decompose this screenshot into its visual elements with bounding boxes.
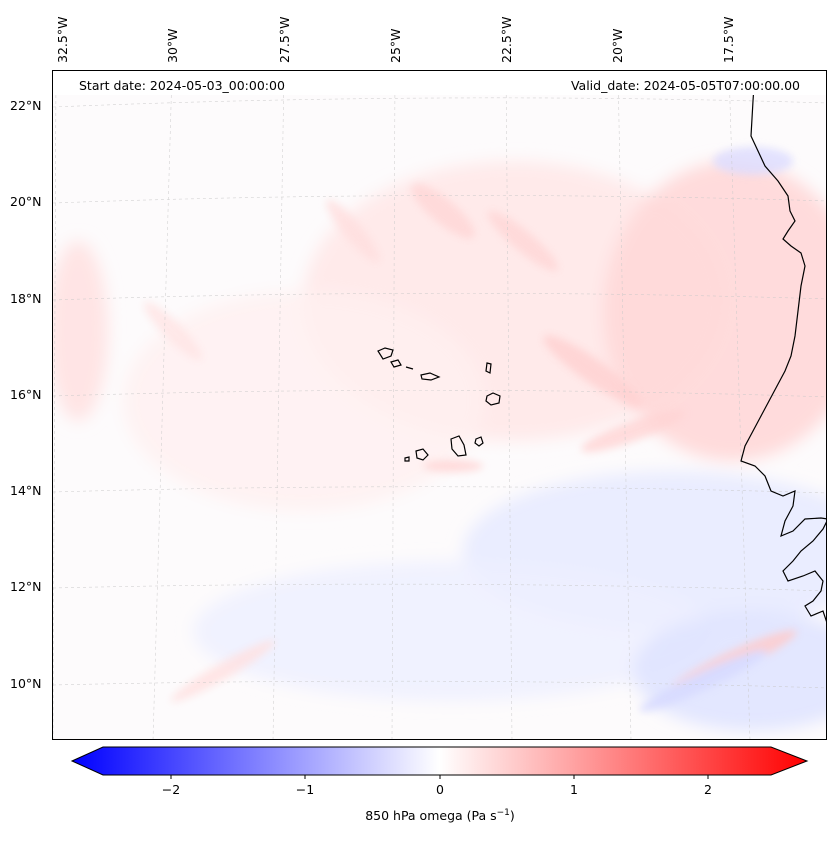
cape-verde-islands [377,347,501,462]
lat-label-14n: 14°N [10,483,42,498]
gridline-lon-27-5w [272,71,285,739]
lon-label-17-5w: 17.5°W [721,16,736,63]
valid-date-text: Valid_date: 2024-05-05T07:00:00.00 [570,78,800,93]
gridline-lat-20n [53,195,826,204]
streak [487,211,559,271]
gridline-lon-17-5w [728,71,751,739]
graticule [53,71,826,739]
gridline-lon-30w [152,71,173,739]
lat-label-16n: 16°N [10,387,42,402]
lat-label-22n: 22°N [10,98,42,113]
island-santo-antao [377,347,394,360]
colorbar-title: 850 hPa omega (Pa s−1) [0,808,837,823]
streak [423,460,483,472]
gridline-lon-25w [391,71,396,739]
lat-label-20n: 20°N [10,194,42,209]
streak [326,199,380,263]
cbar-tick-label: 1 [570,782,578,797]
island-sao-vicente [390,359,402,368]
ascent-region-coast [603,161,826,461]
lon-label-27-5w: 27.5°W [277,16,292,63]
lon-label-32-5w: 32.5°W [55,16,70,63]
colorbar-title-close: ) [509,808,515,824]
colorbar-title-main: 850 hPa omega (Pa s [365,808,497,824]
streak [713,147,793,175]
colorbar-title-exp: −1 [496,808,510,818]
west-africa-coastline [740,71,826,622]
streak [543,335,643,407]
lon-label-25w: 25°W [388,28,403,63]
island-fogo [415,448,429,461]
streak [144,302,202,360]
map-panel[interactable] [52,70,827,740]
gridline-lat-14n [53,486,826,494]
omega-streaks [144,147,797,712]
start-date-text: Start date: 2024-05-03_00:00:00 [79,78,285,93]
omega-field [53,161,826,731]
island-maio [474,436,484,447]
header-band [53,71,826,95]
gridline-lon-32-5w [53,71,57,739]
colorbar-svg [70,746,809,779]
gridline-lat-16n [53,389,826,398]
streak [411,183,475,239]
ascent-streak-west-edge [53,241,108,421]
gridline-lat-18n [53,292,826,301]
gridline-lat-12n [53,583,826,592]
descent-region-southwest [193,561,713,701]
lon-label-20w: 20°W [610,28,625,63]
lat-label-12n: 12°N [10,579,42,594]
streak [581,409,685,453]
colorbar [0,740,837,839]
island-boa-vista [485,392,501,406]
lat-label-10n: 10°N [10,676,42,691]
cbar-tick-label: 0 [436,782,444,797]
colorbar-ramp [70,746,809,776]
island-sal [485,362,492,374]
omega-map-svg [53,71,826,739]
lat-label-18n: 18°N [10,291,42,306]
gridline-lon-22-5w [505,71,513,739]
island-brava [404,456,410,462]
lon-label-30w: 30°W [165,28,180,63]
streak [639,650,767,712]
gridline-lon-20w [617,71,632,739]
island-santiago [450,435,467,457]
cbar-tick-label: −2 [161,782,181,797]
streak [170,640,276,702]
gridline-lat-10n [53,680,826,689]
lon-label-22-5w: 22.5°W [499,16,514,63]
island-sao-nicolau [420,372,441,381]
island-santa-luzia [405,366,414,370]
cbar-tick-label: 2 [704,782,712,797]
cbar-tick-label: −1 [295,782,315,797]
gridline-lat-22n [53,97,826,108]
colorbar-ticks [170,775,709,779]
